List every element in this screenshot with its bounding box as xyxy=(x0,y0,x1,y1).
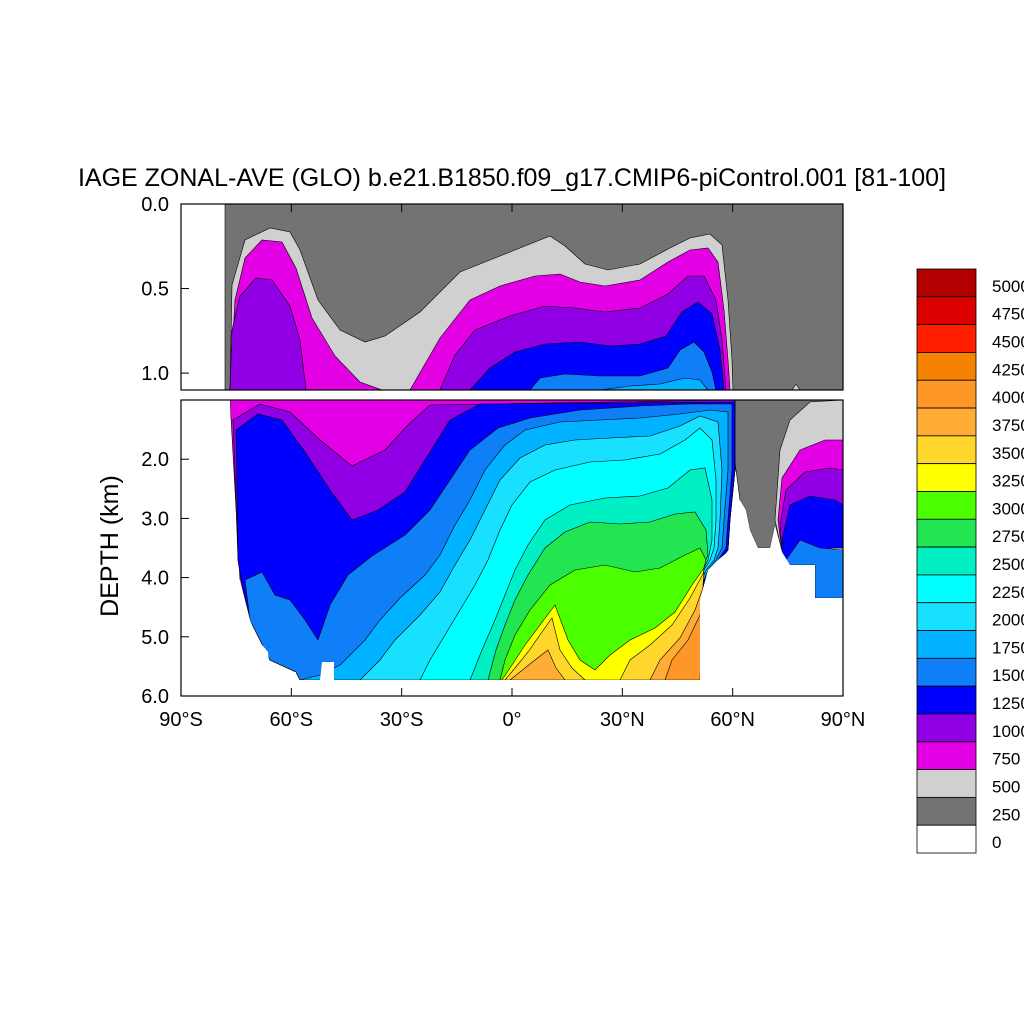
colorbar-label: 2000 xyxy=(992,611,1024,630)
colorbar-box xyxy=(916,602,977,631)
x-tick-label: 30°S xyxy=(380,709,424,731)
upper-contour-1000 xyxy=(469,301,725,390)
chart-title: IAGE ZONAL-AVE (GLO) b.e21.B1850.f09_g17… xyxy=(78,164,946,192)
x-tick-label: 60°S xyxy=(270,709,314,731)
colorbar-label: 0 xyxy=(992,833,1001,852)
lower-y-tick-label: 5.0 xyxy=(141,627,169,649)
upper-y-tick-label: 1.0 xyxy=(141,363,169,385)
seafloor-mask xyxy=(181,400,843,696)
lower-y-tick-label: 4.0 xyxy=(141,568,169,590)
y-axis-title: DEPTH (km) xyxy=(96,475,124,617)
colorbar-label: 3250 xyxy=(992,472,1024,491)
colorbar-box xyxy=(916,657,977,687)
x-tick-label: 0° xyxy=(502,709,521,731)
colorbar-box xyxy=(916,518,977,548)
colorbar-label: 5000 xyxy=(992,277,1024,296)
colorbar-label: 2750 xyxy=(992,527,1024,546)
lower-y-tick-label: 2.0 xyxy=(141,449,169,471)
colorbar-box xyxy=(916,741,977,770)
upper-y-tick-label: 0.5 xyxy=(141,279,169,301)
upper-contour-250-arctic xyxy=(791,383,801,390)
colorbar-box xyxy=(916,463,977,492)
colorbar-label: 1750 xyxy=(992,638,1024,657)
colorbar-box xyxy=(916,407,977,437)
colorbar-label: 4250 xyxy=(992,360,1024,379)
colorbar-box xyxy=(916,352,977,381)
upper-contour-1250 xyxy=(529,341,717,390)
upper-panel xyxy=(180,203,844,391)
colorbar-label: 3500 xyxy=(992,444,1024,463)
colorbar-box xyxy=(916,713,977,743)
lower-y-tick-label: 3.0 xyxy=(141,508,169,530)
upper-panel-contours xyxy=(224,204,843,390)
colorbar-box xyxy=(916,379,977,409)
colorbar-box xyxy=(916,630,977,659)
x-ticks: 90°S 60°S 30°S 0° 30°N 60°N 90°N xyxy=(159,204,865,731)
colorbar-box xyxy=(916,574,977,604)
colorbar-box xyxy=(916,324,977,353)
colorbar-box xyxy=(916,685,977,715)
upper-contour-1500 xyxy=(599,377,709,390)
x-tick-label: 90°N xyxy=(821,709,866,731)
colorbar-box xyxy=(916,796,977,826)
colorbar: 5000475045004250400037503500325030002750… xyxy=(916,268,1024,854)
colorbar-label: 3000 xyxy=(992,499,1024,518)
colorbar-box xyxy=(916,435,977,465)
colorbar-label: 1500 xyxy=(992,666,1024,685)
lower-y-tick-label: 6.0 xyxy=(141,686,169,708)
lower-panel-contours xyxy=(181,400,843,696)
colorbar-box xyxy=(916,546,977,576)
x-tick-label: 30°N xyxy=(600,709,645,731)
colorbar-label: 4500 xyxy=(992,333,1024,352)
colorbar-box xyxy=(916,824,977,854)
lower-panel xyxy=(180,399,844,697)
colorbar-label: 250 xyxy=(992,805,1020,824)
colorbar-label: 3750 xyxy=(992,416,1024,435)
colorbar-label: 1250 xyxy=(992,694,1024,713)
x-tick-label: 90°S xyxy=(159,709,203,731)
colorbar-label: 4000 xyxy=(992,388,1024,407)
colorbar-label: 750 xyxy=(992,750,1020,769)
colorbar-label: 2250 xyxy=(992,583,1024,602)
x-tick-label: 60°N xyxy=(710,709,755,731)
colorbar-label: 1000 xyxy=(992,722,1024,741)
colorbar-label: 500 xyxy=(992,777,1020,796)
lower-y-ticks: 2.0 3.0 4.0 5.0 6.0 xyxy=(141,449,189,708)
colorbar-box xyxy=(916,268,977,298)
colorbar-box xyxy=(916,769,977,798)
colorbar-label: 4750 xyxy=(992,305,1024,324)
colorbar-box xyxy=(916,491,977,520)
colorbar-box xyxy=(916,296,977,326)
upper-y-tick-label: 0.0 xyxy=(141,194,169,216)
upper-y-ticks: 0.0 0.5 1.0 xyxy=(141,194,189,385)
